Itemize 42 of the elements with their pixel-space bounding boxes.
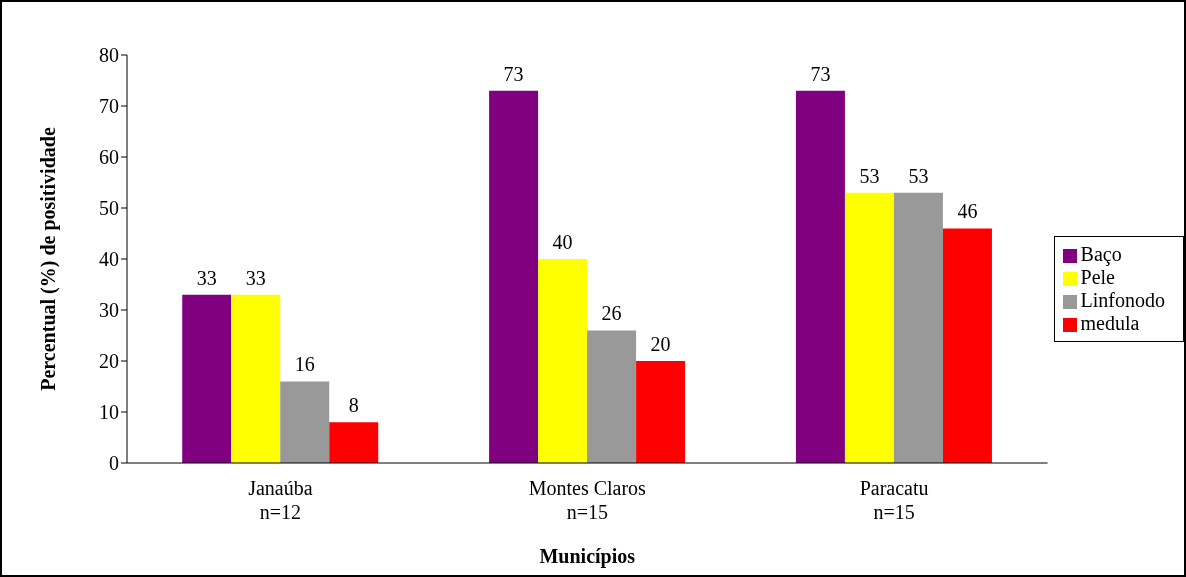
y-tick-label: 0: [109, 452, 119, 475]
data-label: 40: [552, 231, 573, 253]
y-tick-label: 10: [99, 401, 119, 424]
bar: [489, 90, 539, 463]
y-tick-label: 60: [99, 146, 119, 169]
data-label: 73: [810, 62, 831, 85]
bar: [538, 259, 588, 463]
data-label: 26: [601, 302, 622, 325]
bar: [636, 361, 686, 463]
legend-label: Baço: [1080, 242, 1122, 265]
bar: [587, 330, 637, 463]
legend-label: Linfonodo: [1080, 288, 1165, 311]
x-tick-label: Janaúba n=12: [248, 477, 313, 523]
x-tick-label: Montes Claros n=15: [528, 477, 647, 523]
y-tick-label: 80: [99, 44, 119, 67]
y-tick-label: 30: [99, 299, 119, 322]
x-axis-title: Municípios: [539, 545, 636, 568]
data-label: 53: [908, 164, 929, 187]
y-tick-label: 70: [99, 95, 119, 118]
data-label: 46: [957, 200, 978, 223]
x-tick-label: Paracatu n=15: [859, 477, 929, 523]
data-label: 53: [859, 164, 880, 187]
bar: [893, 192, 943, 463]
y-tick-label: 20: [99, 350, 119, 373]
bar: [182, 294, 232, 463]
legend-label: medula: [1080, 311, 1140, 334]
data-label: 33: [245, 266, 266, 289]
y-axis-title: Percentual (%) de positividade: [37, 127, 61, 391]
bar: [844, 192, 894, 463]
legend-label: Pele: [1080, 265, 1115, 288]
bar: [280, 381, 330, 463]
bar: [942, 228, 992, 463]
data-label: 16: [294, 353, 315, 376]
bar: [329, 422, 379, 463]
data-label: 20: [650, 333, 671, 355]
y-tick-label: 50: [99, 197, 119, 220]
y-tick-label: 40: [99, 248, 119, 271]
data-label: 33: [196, 266, 217, 289]
bar: [231, 294, 281, 463]
data-label: 8: [348, 394, 359, 417]
bar: [795, 90, 845, 463]
data-label: 73: [503, 62, 524, 85]
